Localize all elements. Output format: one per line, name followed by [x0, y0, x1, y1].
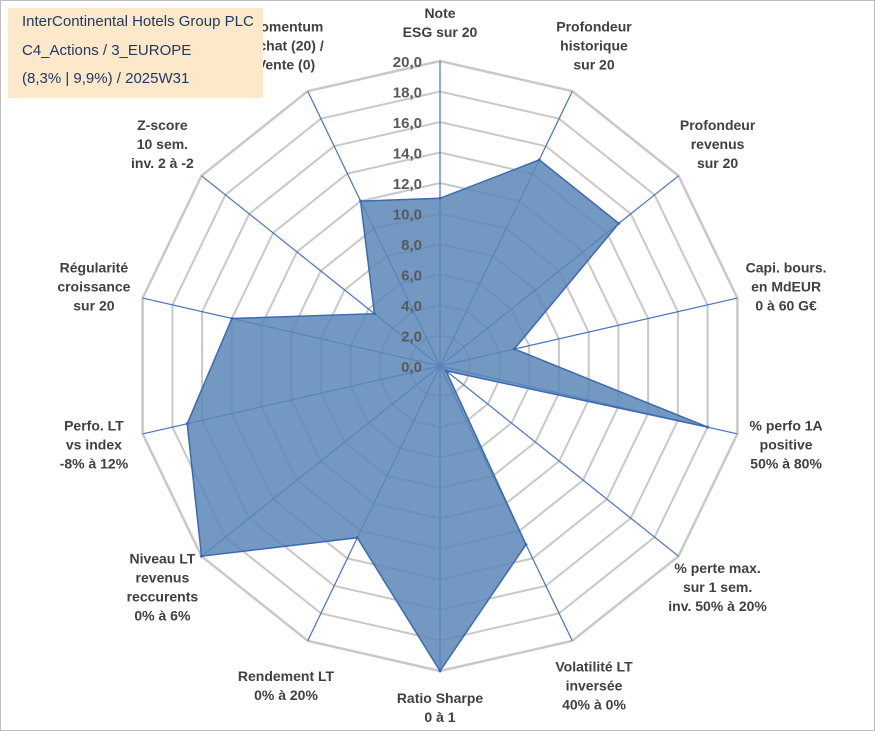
- series-point: [186, 422, 189, 425]
- series-point: [439, 670, 442, 673]
- axis-label: Régularité croissance sur 20: [57, 260, 130, 314]
- axis-label-line: sur 20: [573, 57, 614, 73]
- axis-label: Profondeur revenus sur 20: [680, 117, 756, 171]
- axis-label-line: -8% à 12%: [60, 456, 129, 472]
- axis-label-line: % perte max.: [674, 560, 760, 576]
- axis-label-line: Rendement LT: [238, 668, 335, 684]
- axis-label-line: Vente (0): [257, 57, 315, 73]
- tick-label: 10,0: [393, 207, 422, 224]
- series-point: [706, 426, 709, 429]
- tick-label: 18,0: [393, 85, 422, 102]
- axis-label: % perfo 1A positive 50% à 80%: [750, 418, 823, 472]
- axis-label-line: Niveau LT: [129, 550, 195, 566]
- series-point: [525, 543, 528, 546]
- series-point: [617, 222, 620, 225]
- tick-label: 2,0: [401, 329, 422, 346]
- axis-label-line: sur 1 sem.: [683, 579, 752, 595]
- axis-label-line: Note: [424, 5, 455, 21]
- axis-label: Z-score 10 sem. inv. 2 à -2: [131, 117, 194, 171]
- axis-label: Perfo. LT vs index -8% à 12%: [60, 418, 129, 472]
- axis-label-line: historique: [560, 38, 628, 54]
- series-point: [513, 348, 516, 351]
- axis-label-line: Profondeur: [680, 117, 756, 133]
- series-point: [439, 197, 442, 200]
- axis-label-line: sur 20: [73, 298, 114, 314]
- axis-label: Rendement LT 0% à 20%: [238, 668, 335, 703]
- axis-label-line: revenus: [136, 569, 190, 585]
- title-period: (8,3% | 9,9%) / 2025W31: [22, 70, 189, 87]
- axis-label-line: inv. 50% à 20%: [668, 598, 767, 614]
- axis-label-line: 0 à 1: [424, 709, 455, 725]
- axis-label-line: Capi. bours.: [746, 260, 827, 276]
- axis-label-line: positive: [760, 437, 813, 453]
- axis-label-line: croissance: [57, 279, 130, 295]
- axis-label-line: ESG sur 20: [403, 24, 478, 40]
- axis-label: Ratio Sharpe 0 à 1: [397, 690, 484, 725]
- axis-label: % perte max. sur 1 sem. inv. 50% à 20%: [668, 560, 767, 614]
- axis-label-line: Ratio Sharpe: [397, 690, 484, 706]
- tick-label: 14,0: [393, 146, 422, 163]
- series-point: [538, 158, 541, 161]
- axis-label-line: reccurents: [127, 588, 199, 604]
- title-box: InterContinental Hotels Group PLC C4_Act…: [8, 8, 263, 98]
- axis-label-line: Z-score: [137, 117, 188, 133]
- tick-label: 6,0: [401, 268, 422, 285]
- axis-label-line: Régularité: [60, 260, 129, 276]
- tick-label: 16,0: [393, 115, 422, 132]
- series-point: [230, 317, 233, 320]
- axis-label-line: 40% à 0%: [562, 696, 626, 712]
- axis-label-line: 0 à 60 G€: [755, 298, 817, 314]
- title-category: C4_Actions / 3_EUROPE: [22, 42, 191, 59]
- tick-label: 8,0: [401, 237, 422, 254]
- tick-label: 12,0: [393, 176, 422, 193]
- axis-label-line: Volatilité LT: [555, 658, 633, 674]
- axis-label-line: 0% à 6%: [134, 607, 191, 623]
- axis-label-line: sur 20: [697, 155, 738, 171]
- axis-label: Profondeur historique sur 20: [556, 19, 632, 73]
- axis-label-line: Profondeur: [556, 19, 632, 35]
- axis-label: Note ESG sur 20: [403, 5, 478, 40]
- axis-label: Niveau LT revenus reccurents 0% à 6%: [127, 550, 199, 623]
- axis-label-line: Perfo. LT: [64, 418, 124, 434]
- tick-label: 20,0: [393, 54, 422, 71]
- tick-label: 4,0: [401, 298, 422, 315]
- axis-label-line: vs index: [66, 437, 122, 453]
- axis-label-line: inversée: [566, 677, 623, 693]
- series-point: [200, 555, 203, 558]
- axis-label-line: inv. 2 à -2: [131, 155, 194, 171]
- axis-label-line: 10 sem.: [137, 136, 188, 152]
- axis-label: Capi. bours. en MdEUR 0 à 60 G€: [746, 260, 827, 314]
- axis-label-line: revenus: [691, 136, 745, 152]
- series-point: [373, 312, 376, 315]
- series-point: [445, 369, 448, 372]
- title-company: InterContinental Hotels Group PLC: [22, 13, 254, 30]
- series-point: [359, 200, 362, 203]
- series-point: [356, 536, 359, 539]
- axis-label-line: 50% à 80%: [750, 456, 822, 472]
- tick-label: 0,0: [401, 359, 422, 376]
- radar-chart: 0,02,04,06,08,010,012,014,016,018,020,0 …: [0, 0, 875, 731]
- axis-label-line: en MdEUR: [751, 279, 821, 295]
- axis-label-line: 0% à 20%: [254, 687, 318, 703]
- axis-label: Volatilité LT inversée 40% à 0%: [555, 658, 633, 712]
- axis-label-line: % perfo 1A: [750, 418, 823, 434]
